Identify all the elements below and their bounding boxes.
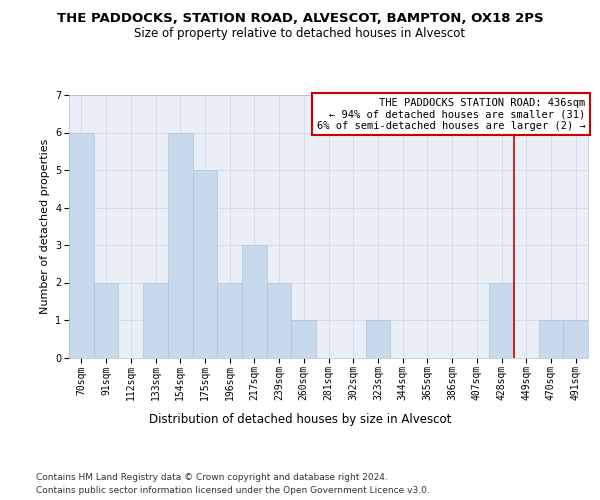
Bar [267, 282, 292, 358]
Text: THE PADDOCKS, STATION ROAD, ALVESCOT, BAMPTON, OX18 2PS: THE PADDOCKS, STATION ROAD, ALVESCOT, BA… [56, 12, 544, 26]
Bar [539, 320, 563, 358]
Text: Contains public sector information licensed under the Open Government Licence v3: Contains public sector information licen… [36, 486, 430, 495]
Text: THE PADDOCKS STATION ROAD: 436sqm
← 94% of detached houses are smaller (31)
6% o: THE PADDOCKS STATION ROAD: 436sqm ← 94% … [317, 98, 586, 131]
Text: Contains HM Land Registry data © Crown copyright and database right 2024.: Contains HM Land Registry data © Crown c… [36, 472, 388, 482]
Bar [193, 170, 217, 358]
Text: Size of property relative to detached houses in Alvescot: Size of property relative to detached ho… [134, 28, 466, 40]
Bar [365, 320, 390, 358]
Bar [168, 132, 193, 358]
Bar [563, 320, 588, 358]
Bar [242, 245, 267, 358]
Bar [143, 282, 168, 358]
Bar [292, 320, 316, 358]
Bar [489, 282, 514, 358]
Bar [94, 282, 118, 358]
Bar [217, 282, 242, 358]
Y-axis label: Number of detached properties: Number of detached properties [40, 138, 50, 314]
Bar [69, 132, 94, 358]
Text: Distribution of detached houses by size in Alvescot: Distribution of detached houses by size … [149, 412, 451, 426]
